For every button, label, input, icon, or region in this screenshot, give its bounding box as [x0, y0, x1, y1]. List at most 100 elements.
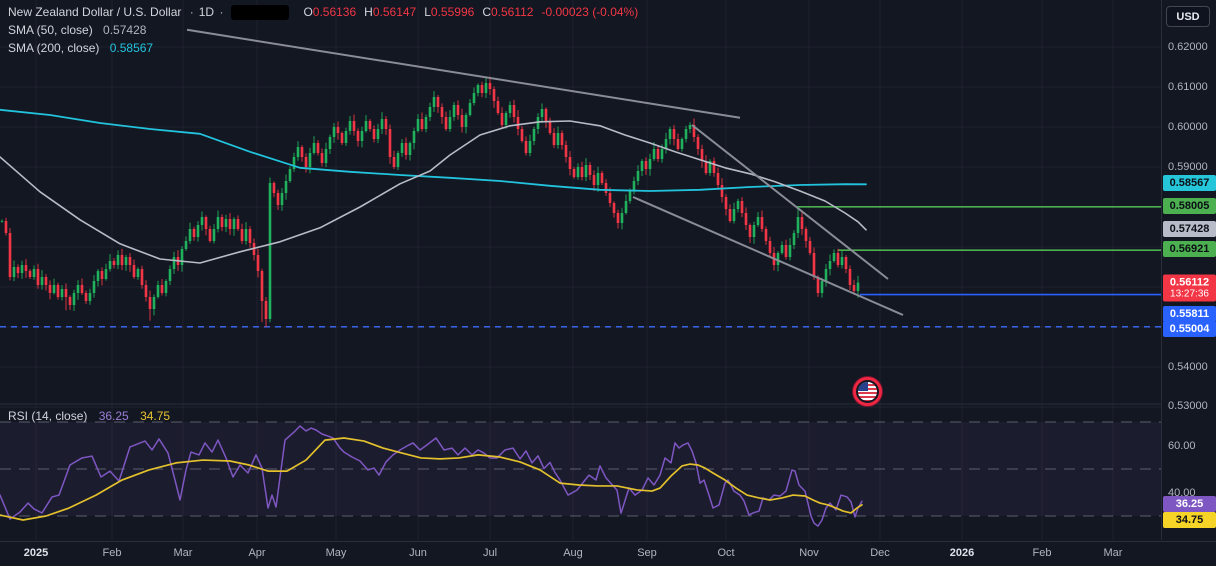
- sma200-label: SMA (200, close): [8, 41, 100, 55]
- candle-body: [292, 157, 296, 169]
- candle-body: [568, 157, 572, 169]
- price-label-chip-0.55811: 0.55811: [1163, 306, 1216, 322]
- candle-body: [644, 161, 648, 169]
- candle-body: [88, 293, 92, 301]
- candle-body: [52, 285, 56, 293]
- rsi-line: [0, 425, 863, 527]
- redacted-exchange-box: [231, 5, 290, 21]
- sma200-legend-row[interactable]: SMA (200, close) 0.58567: [8, 39, 638, 57]
- candle-body: [816, 277, 820, 293]
- ohlc-key-C: C: [482, 5, 491, 19]
- candle-body: [376, 129, 380, 139]
- candle-body: [392, 157, 396, 167]
- price-axis[interactable]: 0.62000 0.61000 0.60000 0.59000 0.54000 0.530…: [1161, 0, 1216, 540]
- candle-body: [440, 107, 444, 117]
- candle-body: [760, 217, 764, 229]
- rsi-tick-60.00: 60.00: [1168, 440, 1196, 452]
- candle-body: [680, 139, 684, 149]
- price-tick-0.54000: 0.54000: [1168, 361, 1208, 373]
- candle-body: [100, 271, 104, 279]
- candle-body: [200, 217, 204, 225]
- candle-body: [188, 229, 192, 241]
- candle-body: [244, 229, 248, 241]
- title-separator-2: ·: [219, 5, 224, 19]
- rsi-ma-value: 34.75: [140, 409, 171, 423]
- price-label-chip-0.56921: 0.56921: [1163, 241, 1216, 257]
- candle-body: [512, 105, 516, 117]
- candle-body: [524, 141, 528, 153]
- candle-body: [848, 269, 852, 285]
- price-label-chip-0.57428: 0.57428: [1163, 221, 1216, 237]
- candle-body: [272, 183, 276, 193]
- time-label-2025: 2025: [23, 547, 49, 559]
- candle-body: [664, 139, 668, 149]
- time-label-Feb: Feb: [1032, 547, 1052, 559]
- candle-body: [656, 149, 660, 159]
- candle-body: [592, 175, 596, 185]
- price-tick-0.60000: 0.60000: [1168, 121, 1208, 133]
- rsi-label-chip-34.75: 34.75: [1163, 512, 1216, 528]
- candle-body: [448, 117, 452, 129]
- candle-body: [652, 149, 656, 159]
- symbol-title[interactable]: New Zealand Dollar / U.S. Dollar: [8, 5, 182, 19]
- interval-label[interactable]: 1D: [198, 5, 215, 19]
- price-tick-0.62000: 0.62000: [1168, 41, 1208, 53]
- candle-body: [136, 269, 140, 277]
- candle-body: [700, 149, 704, 161]
- sma200-line: [0, 108, 867, 192]
- candle-body: [308, 153, 312, 167]
- candle-body: [712, 161, 716, 173]
- rsi-legend-row[interactable]: RSI (14, close) 36.25 34.75: [8, 409, 170, 423]
- candle-body: [324, 149, 328, 163]
- ohlc-value-H: 0.56147: [372, 5, 417, 19]
- change-value: -0.00023 (-0.04%): [541, 5, 639, 19]
- candle-body: [456, 105, 460, 115]
- candle-body: [516, 117, 520, 129]
- candle-body: [472, 93, 476, 103]
- candle-body: [96, 271, 100, 281]
- candle-body: [464, 115, 468, 127]
- candle-body: [496, 101, 500, 113]
- candle-body: [696, 137, 700, 149]
- ohlc-value-L: 0.55996: [430, 5, 475, 19]
- candle-body: [212, 229, 216, 241]
- candle-body: [396, 153, 400, 167]
- candle-body: [796, 217, 800, 233]
- candle-body: [556, 133, 560, 145]
- price-tick-0.53000: 0.53000: [1168, 400, 1208, 412]
- candle-body: [28, 271, 32, 277]
- candle-body: [240, 229, 244, 241]
- candle-body: [192, 229, 196, 237]
- trendline-3: [632, 196, 904, 316]
- candle-body: [264, 301, 268, 319]
- candle-body: [156, 285, 160, 297]
- ohlc-values: O0.56136 H0.56147 L0.55996 C0.56112: [295, 5, 533, 19]
- currency-toggle-button[interactable]: USD: [1166, 6, 1210, 27]
- candle-body: [12, 267, 16, 277]
- candle-body: [548, 121, 552, 133]
- time-axis[interactable]: 2025 Feb Mar Apr May Jun Jul Aug Sep Oct Nov Dec 202…: [0, 541, 1216, 566]
- candle-body: [736, 201, 740, 209]
- candle-body: [184, 241, 188, 249]
- candle-body: [576, 167, 580, 177]
- candle-body: [612, 203, 616, 213]
- candle-body: [68, 297, 72, 305]
- candle-body: [756, 217, 760, 225]
- candle-body: [632, 181, 636, 191]
- candle-body: [336, 127, 340, 133]
- candle-body: [428, 107, 432, 117]
- candle-body: [108, 261, 112, 269]
- candle-body: [384, 119, 388, 129]
- candle-body: [284, 181, 288, 193]
- symbol-title-row[interactable]: New Zealand Dollar / U.S. Dollar · 1D · O0…: [8, 3, 638, 21]
- time-label-Dec: Dec: [870, 547, 890, 559]
- candle-body: [452, 105, 456, 117]
- sma50-legend-row[interactable]: SMA (50, close) 0.57428: [8, 21, 638, 39]
- ohlc-value-C: 0.56112: [490, 5, 534, 19]
- candle-body: [76, 285, 80, 293]
- candle-body: [32, 269, 36, 277]
- candle-body: [408, 143, 412, 155]
- candle-body: [768, 241, 772, 253]
